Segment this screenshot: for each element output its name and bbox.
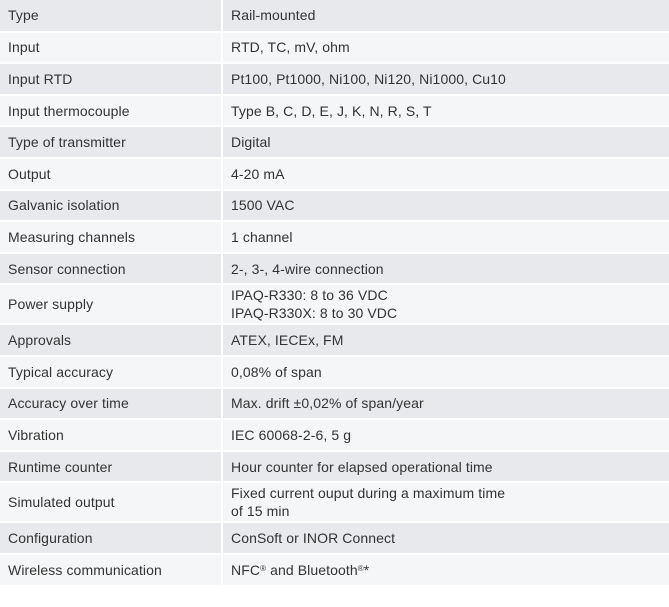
table-row: Galvanic isolation 1500 VAC: [0, 189, 669, 223]
row-value: Hour counter for elapsed operational tim…: [222, 450, 669, 484]
row-value-line: IPAQ-R330X: 8 to 30 VDC: [231, 305, 398, 322]
spec-table: Type Rail-mounted Input RTD, TC, mV, ohm…: [0, 0, 669, 587]
registered-mark: ®: [357, 563, 364, 573]
row-label: Configuration: [0, 522, 223, 555]
table-row: Power supply IPAQ-R330: 8 to 36 VDC IPAQ…: [0, 284, 669, 326]
row-value: 1 channel: [222, 221, 669, 254]
row-value: Max. drift ±0,02% of span/year: [222, 387, 669, 421]
row-label: Accuracy over time: [0, 387, 223, 421]
table-row: Vibration IEC 60068-2-6, 5 g: [0, 419, 669, 452]
table-row: Input RTD, TC, mV, ohm: [0, 31, 669, 65]
row-value: NFC® and Bluetooth®*: [222, 553, 669, 587]
row-value: ConSoft or INOR Connect: [222, 522, 669, 555]
table-row: Input RTD Pt100, Pt1000, Ni100, Ni120, N…: [0, 63, 669, 96]
table-row: Simulated output Fixed current ouput dur…: [0, 482, 669, 524]
table-row: Type of transmitter Digital: [0, 126, 669, 159]
row-label: Simulated output: [0, 482, 223, 524]
row-value: Fixed current ouput during a maximum tim…: [222, 482, 669, 524]
row-label: Vibration: [0, 419, 223, 452]
row-value: 1500 VAC: [222, 189, 669, 223]
row-label: Input RTD: [0, 63, 223, 96]
row-value: 4-20 mA: [222, 157, 669, 191]
row-value: 2-, 3-, 4-wire connection: [222, 252, 669, 286]
row-value: Digital: [222, 126, 669, 159]
row-value: 0,08% of span: [222, 355, 669, 389]
table-row: Accuracy over time Max. drift ±0,02% of …: [0, 387, 669, 421]
table-row: Typical accuracy 0,08% of span: [0, 355, 669, 389]
row-value: Rail-mounted: [222, 0, 669, 33]
nfc-text: NFC: [231, 561, 261, 578]
row-label: Input thermocouple: [0, 94, 223, 128]
row-label: Output: [0, 157, 223, 191]
row-label: Galvanic isolation: [0, 189, 223, 223]
row-value: IPAQ-R330: 8 to 36 VDC IPAQ-R330X: 8 to …: [222, 284, 669, 326]
row-label: Approvals: [0, 324, 223, 357]
table-row: Configuration ConSoft or INOR Connect: [0, 522, 669, 555]
row-label: Type of transmitter: [0, 126, 223, 159]
registered-mark: ®: [260, 563, 267, 573]
table-row: Runtime counter Hour counter for elapsed…: [0, 450, 669, 484]
table-row: Sensor connection 2-, 3-, 4-wire connect…: [0, 252, 669, 286]
row-value-line: IPAQ-R330: 8 to 36 VDC: [231, 287, 388, 304]
table-row: Output 4-20 mA: [0, 157, 669, 191]
table-row: Type Rail-mounted: [0, 0, 669, 33]
row-label: Measuring channels: [0, 221, 223, 254]
table-row: Wireless communication NFC® and Bluetoot…: [0, 553, 669, 587]
row-value: Pt100, Pt1000, Ni100, Ni120, Ni1000, Cu1…: [222, 63, 669, 96]
footnote-star: *: [363, 561, 370, 578]
row-label: Input: [0, 31, 223, 65]
row-value: Type B, C, D, E, J, K, N, R, S, T: [222, 94, 669, 128]
row-value: RTD, TC, mV, ohm: [222, 31, 669, 65]
row-value-line: Fixed current ouput during a maximum tim…: [231, 485, 506, 502]
row-value: IEC 60068-2-6, 5 g: [222, 419, 669, 452]
bluetooth-text: and Bluetooth: [266, 561, 358, 578]
table-row: Input thermocouple Type B, C, D, E, J, K…: [0, 94, 669, 128]
row-label: Power supply: [0, 284, 223, 326]
table-row: Measuring channels 1 channel: [0, 221, 669, 254]
row-label: Sensor connection: [0, 252, 223, 286]
row-value-line: of 15 min: [231, 503, 290, 520]
table-row: Approvals ATEX, IECEx, FM: [0, 324, 669, 357]
row-label: Type: [0, 0, 223, 33]
row-value: ATEX, IECEx, FM: [222, 324, 669, 357]
row-label: Wireless communication: [0, 553, 223, 587]
row-label: Runtime counter: [0, 450, 223, 484]
row-label: Typical accuracy: [0, 355, 223, 389]
